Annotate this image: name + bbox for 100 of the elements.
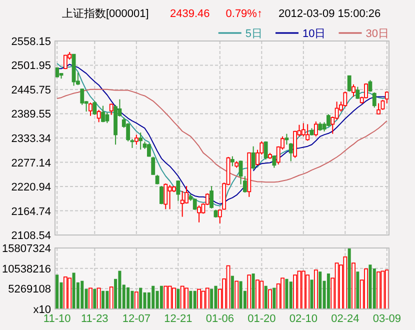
bar (234, 280, 239, 310)
candlestick (164, 182, 168, 210)
candlestick (168, 184, 172, 210)
bar (326, 273, 330, 309)
x-tick-label: 12-21 (164, 313, 192, 325)
bar (230, 276, 234, 309)
bar (172, 288, 176, 310)
bar (310, 280, 314, 309)
bar (176, 288, 180, 309)
candlestick (138, 132, 143, 150)
bar (289, 282, 292, 309)
candlestick (372, 92, 376, 108)
bar (193, 290, 196, 309)
x-tick-label: 11-23 (81, 313, 108, 325)
bar (106, 290, 109, 309)
candlestick (314, 120, 318, 137)
candlestick (347, 75, 352, 92)
bar (72, 272, 76, 309)
y-tick-label: 2389.55 (11, 108, 51, 121)
bar (306, 274, 310, 310)
candlestick (134, 134, 138, 146)
candlestick (101, 105, 105, 123)
legend-label: 10日 (302, 28, 326, 40)
bar (348, 248, 351, 309)
bar (260, 280, 264, 310)
bar (93, 288, 96, 309)
bar (214, 286, 218, 309)
text: 0.79%↑ (226, 8, 262, 20)
bar (252, 273, 255, 309)
y-tick-label: 2445.75 (11, 84, 51, 96)
candlestick (288, 142, 293, 162)
x-tick-label: 01-20 (248, 313, 276, 325)
bar (293, 274, 298, 310)
candlestick (301, 122, 306, 137)
candlestick (272, 154, 276, 168)
bar (205, 288, 210, 310)
y-tick-label: 2501.95 (11, 60, 51, 72)
bar (126, 287, 130, 309)
bar (102, 290, 105, 309)
bar (314, 270, 318, 310)
candlestick (352, 84, 356, 98)
y-tick-label: 15807324 (2, 243, 51, 255)
bar (285, 278, 288, 309)
candlestick (92, 100, 97, 116)
bar (139, 288, 142, 309)
candlestick (80, 88, 84, 106)
bar (318, 272, 322, 309)
bar (168, 286, 172, 310)
legend-label: 30日 (366, 28, 389, 40)
bar (109, 286, 114, 310)
bar (143, 292, 146, 309)
bar (280, 278, 284, 310)
legend-label: 5日 (245, 28, 262, 40)
bar (96, 288, 101, 310)
bar (376, 272, 381, 310)
bar (364, 268, 368, 310)
candlestick (176, 180, 180, 202)
bar (63, 276, 68, 310)
bar (272, 288, 276, 309)
bar (88, 288, 92, 310)
y-tick-label: 2333.34 (11, 133, 51, 145)
candlestick (356, 86, 360, 100)
bar (68, 278, 72, 310)
text: 2012-03-09 15:00:26 (278, 8, 381, 20)
bar (160, 286, 163, 309)
x-tick-label: 03-09 (372, 313, 401, 325)
x-tick-label: 01-06 (206, 313, 234, 325)
bar (343, 256, 348, 310)
bar (352, 262, 356, 310)
bar (334, 262, 339, 310)
bar (152, 286, 155, 309)
bar (268, 289, 272, 310)
candlestick (284, 133, 289, 146)
bar (180, 286, 184, 310)
bar (247, 274, 252, 310)
candlestick (343, 91, 348, 108)
candlestick (105, 112, 110, 124)
bar (356, 272, 360, 309)
y-tick-label: 2558.15 (11, 36, 51, 48)
candlestick (151, 156, 156, 176)
bar (56, 274, 59, 309)
bar (239, 281, 242, 309)
candlestick (334, 101, 339, 120)
y-tick-label: 10538216 (2, 263, 51, 276)
candlestick (109, 103, 114, 116)
candlestick (197, 204, 201, 223)
y-tick-label: 2108.54 (11, 230, 51, 242)
candlestick (96, 109, 101, 123)
candlestick (376, 102, 381, 115)
candlestick (160, 186, 164, 205)
chart-title: 上证指数[000001] (62, 7, 149, 20)
bar (264, 286, 268, 309)
bar (118, 270, 122, 309)
y-tick-label: 5269108 (8, 284, 51, 296)
bar (184, 288, 188, 310)
x-tick-label: 11-10 (43, 313, 71, 325)
bar (210, 288, 214, 309)
candlestick (306, 124, 310, 142)
bar (80, 280, 84, 309)
candlestick (210, 186, 214, 209)
